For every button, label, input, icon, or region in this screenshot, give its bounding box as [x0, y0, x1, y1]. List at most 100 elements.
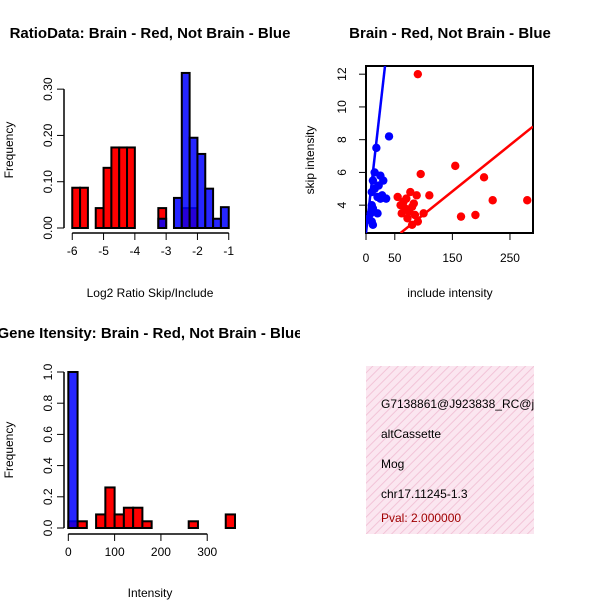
hist-bar-brain	[104, 486, 116, 530]
scatter-point-brain	[488, 196, 497, 205]
scatter-point-not-brain	[368, 176, 378, 185]
ratio-histogram-xlabel: Log2 Ratio Skip/Include	[87, 286, 214, 300]
info-probe-id: G7138861@J923838_RC@j_at	[381, 397, 551, 411]
scatter-point-brain	[413, 217, 423, 226]
scatter-point-brain	[393, 192, 402, 202]
y-tick-label: 12	[335, 67, 349, 81]
scatter-point-brain	[456, 212, 466, 221]
y-tick-label: 0.6	[41, 426, 55, 443]
intensity-scatter-panel: Brain - Red, Not Brain - Blue 0 50 150 250 4…	[303, 25, 551, 300]
scatter-point-brain	[425, 191, 434, 200]
hist-bar-brain	[113, 513, 125, 529]
scatter-axes: 0 50 150 250 4 6 8 10 12	[335, 67, 520, 265]
scatter-point-not-brain	[368, 220, 378, 230]
scatter-ylabel: skip intensity	[303, 126, 317, 195]
y-tick-label: 0.20	[41, 123, 55, 147]
hist-bar-not-brain	[172, 196, 183, 230]
x-tick-label: 0	[65, 545, 72, 559]
y-tick-label: 0.10	[41, 170, 55, 194]
hist-bar-brain	[118, 146, 129, 229]
scatter-point-brain	[479, 173, 489, 182]
y-tick-label: 0.0	[41, 519, 55, 536]
info-box: G7138861@J923838_RC@j_at altCassette Mog…	[366, 366, 551, 534]
hist-bar-brain	[132, 506, 144, 530]
gene-intensity-ylabel: Frequency	[2, 422, 16, 479]
gene-intensity-bars	[67, 371, 237, 530]
hist-bar-not-brain	[157, 217, 168, 230]
hist-bar-not-brain	[219, 206, 230, 230]
hist-bar-brain	[110, 146, 121, 229]
info-event-type: altCassette	[381, 427, 441, 441]
hist-bar-brain	[102, 166, 113, 229]
scatter-point-brain	[402, 194, 411, 203]
hist-bar-brain	[126, 146, 136, 229]
x-tick-label: 0	[363, 251, 370, 265]
scatter-point-not-brain	[373, 209, 382, 218]
info-location: chr17.11245-1.3	[381, 487, 468, 501]
y-tick-label: 4	[335, 202, 349, 209]
ratio-histogram-title: RatioData: Brain - Red, Not Brain - Blue	[10, 25, 291, 42]
gene-intensity-axes: 0 100 200 300 0.0 0.2 0.4 0.6 0.8 1.0	[41, 363, 218, 559]
x-tick-label: -4	[130, 244, 141, 258]
ratio-histogram-panel: RatioData: Brain - Red, Not Brain - Blue…	[2, 25, 290, 300]
hist-bar-not-brain	[204, 187, 215, 230]
hist-bar-brain	[79, 186, 89, 229]
scatter-point-brain	[413, 69, 423, 79]
y-tick-label: 0.8	[41, 395, 55, 412]
hist-bar-brain	[122, 506, 135, 530]
info-gene-name: Mog	[381, 457, 404, 471]
hist-bar-not-brain	[180, 71, 191, 229]
ratio-histogram-axes: -6 -5 -4 -3 -2 -1 0.00 0.10 0.20 0.30	[41, 77, 234, 258]
gene-intensity-histogram-panel: Gene Itensity: Brain - Red, Not Brain - …	[0, 325, 303, 600]
hist-bar-brain	[95, 513, 107, 529]
x-tick-label: -5	[98, 244, 109, 258]
scatter-point-brain	[416, 169, 425, 179]
scatter-point-brain	[471, 210, 480, 220]
x-tick-label: 250	[500, 251, 520, 265]
scatter-point-brain	[419, 209, 428, 218]
hist-bar-brain	[94, 207, 105, 229]
y-tick-label: 0.4	[41, 457, 55, 474]
gene-intensity-title: Gene Itensity: Brain - Red, Not Brain - …	[0, 325, 303, 342]
hist-bar-brain	[71, 186, 82, 229]
gene-intensity-xlabel: Intensity	[128, 586, 173, 600]
y-tick-label: 8	[335, 136, 349, 143]
x-tick-label: -2	[192, 244, 203, 258]
x-tick-label: 100	[105, 545, 125, 559]
scatter-points	[366, 69, 532, 230]
scatter-point-not-brain	[381, 194, 391, 203]
scatter-xlabel: include intensity	[407, 286, 492, 300]
x-tick-label: 200	[151, 545, 171, 559]
info-box-background	[366, 366, 534, 534]
scatter-point-not-brain	[376, 171, 385, 180]
scatter-point-brain	[523, 196, 532, 205]
scatter-point-brain	[412, 191, 421, 200]
y-tick-label: 0.30	[41, 77, 55, 101]
scatter-point-brain	[409, 199, 418, 208]
scatter-point-not-brain	[372, 143, 381, 153]
hist-bar-brain	[187, 520, 199, 529]
y-tick-label: 0.2	[41, 488, 55, 505]
info-pval: Pval: 2.000000	[381, 511, 461, 525]
scatter-title: Brain - Red, Not Brain - Blue	[349, 25, 551, 42]
scatter-plot-frame	[365, 65, 534, 234]
x-tick-label: 300	[197, 545, 217, 559]
scatter-point-brain	[403, 214, 412, 223]
hist-bar-not-brain	[212, 217, 222, 230]
scatter-fit-lines	[366, 66, 533, 233]
scatter-point-brain	[451, 161, 460, 171]
fit-line-brain	[399, 125, 533, 233]
ratio-histogram-bars	[71, 71, 230, 230]
scatter-point-brain	[406, 187, 415, 197]
scatter-point-not-brain	[384, 132, 394, 141]
x-tick-label: -3	[161, 244, 172, 258]
x-tick-label: 50	[388, 251, 402, 265]
hist-bar-not-brain	[67, 371, 79, 529]
y-tick-label: 0.00	[41, 216, 55, 240]
y-tick-label: 6	[335, 169, 349, 176]
x-tick-label: -6	[67, 244, 78, 258]
hist-bar-not-brain	[188, 136, 199, 229]
hist-bar-brain	[141, 520, 153, 529]
y-tick-label: 10	[335, 100, 349, 114]
y-tick-label: 1.0	[41, 363, 55, 380]
